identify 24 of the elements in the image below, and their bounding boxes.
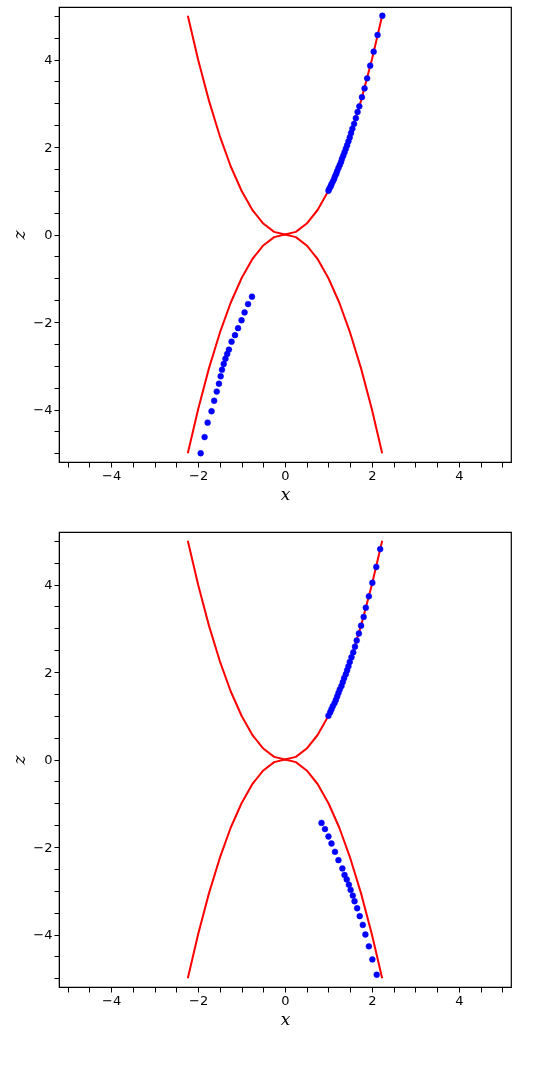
- x-tick-label: 2: [368, 467, 377, 483]
- x-tick-label: −2: [188, 467, 209, 483]
- x-tick-label: 4: [455, 992, 464, 1008]
- x-tick-label: 0: [281, 467, 290, 483]
- x-tick-label: 0: [281, 992, 290, 1008]
- x-tick-label: −4: [102, 992, 122, 1008]
- y-tick-label: 4: [44, 52, 53, 67]
- x-tick-label: −4: [102, 467, 122, 483]
- x-axis-title: x: [280, 1008, 291, 1029]
- y-tick-label: −2: [33, 314, 53, 330]
- y-axis-title: z: [9, 229, 30, 241]
- x-tick-label: −2: [188, 992, 209, 1008]
- y-tick-label: 2: [44, 664, 53, 680]
- x-tick-label: 2: [368, 992, 377, 1008]
- y-tick-label: −4: [33, 927, 53, 942]
- y-tick-label: −2: [33, 839, 53, 855]
- x-axis-title: x: [280, 483, 291, 504]
- y-axis-title: z: [9, 754, 30, 766]
- y-tick-label: 2: [44, 139, 53, 155]
- y-tick-label: −4: [33, 402, 53, 417]
- y-tick-label: 4: [44, 577, 53, 592]
- x-tick-label: 4: [455, 467, 464, 483]
- y-tick-label: 0: [44, 752, 53, 767]
- y-tick-label: 0: [44, 227, 53, 242]
